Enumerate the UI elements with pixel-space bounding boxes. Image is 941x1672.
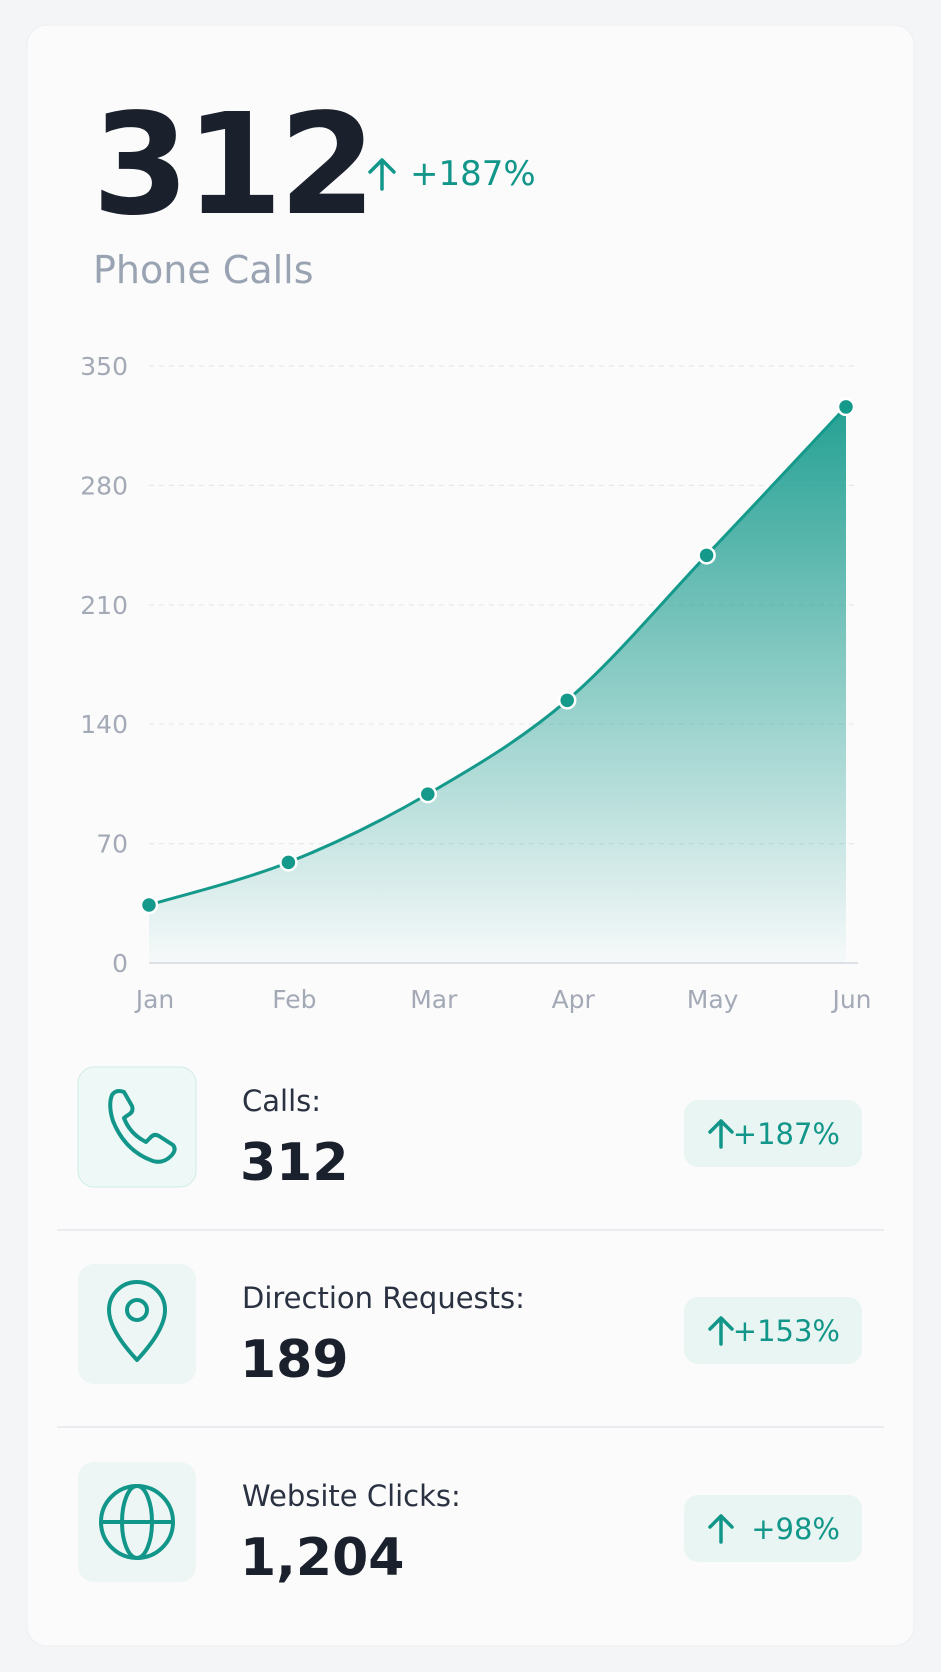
up-arrow-icon: [708, 1119, 734, 1149]
change-label: +153%: [733, 1314, 840, 1348]
change-label: +187%: [733, 1117, 840, 1151]
metric-value: 189: [240, 1330, 349, 1390]
up-arrow-icon: [708, 1316, 734, 1346]
y-tick-label: 280: [80, 471, 128, 500]
x-tick-label: Apr: [552, 985, 596, 1014]
metric-label: Direction Requests:: [242, 1281, 525, 1315]
x-tick-label: May: [687, 985, 739, 1014]
area: [149, 406, 846, 963]
y-tick-label: 140: [80, 710, 128, 739]
change-badge: [684, 1495, 862, 1562]
point: [279, 853, 298, 872]
headline-label: Phone Calls: [93, 248, 314, 292]
globe-icon-box: [78, 1462, 196, 1582]
headline-value: 312: [92, 84, 372, 247]
line: [148, 405, 848, 907]
metric-label: Website Clicks:: [242, 1479, 461, 1513]
line-chart: 0 70 140 210 280 350 Jan Feb Mar Apr May Jun: [80, 352, 871, 1014]
change-badge: [684, 1100, 862, 1167]
phone-icon-box: [77, 1066, 197, 1188]
metric-value: 312: [240, 1133, 349, 1193]
x-tick-label: Mar: [410, 985, 458, 1014]
headline-change: +187%: [410, 154, 536, 194]
x-tick-label: Feb: [272, 985, 316, 1014]
point: [836, 397, 856, 417]
x-tick-label: Jan: [134, 985, 175, 1014]
point: [418, 784, 438, 804]
y-tick-label: 0: [112, 949, 128, 978]
up-arrow-icon: [368, 158, 396, 191]
y-tick-label: 70: [96, 830, 128, 859]
point: [697, 546, 716, 565]
metric-label: Calls:: [242, 1084, 321, 1118]
x-tick-label: Jun: [830, 985, 871, 1014]
point: [139, 895, 159, 915]
up-arrow-icon: [708, 1514, 734, 1544]
metric-value: 1,204: [240, 1528, 404, 1588]
change-label: +98%: [751, 1512, 840, 1546]
pin-icon-box: [78, 1264, 196, 1384]
y-tick-label: 210: [80, 591, 128, 620]
y-tick-label: 350: [80, 352, 128, 381]
point: [557, 691, 577, 710]
metric-rows: Calls: 312 +187% Direction Requests: 189 +153…: [57, 1084, 884, 1588]
change-badge: [684, 1297, 862, 1364]
